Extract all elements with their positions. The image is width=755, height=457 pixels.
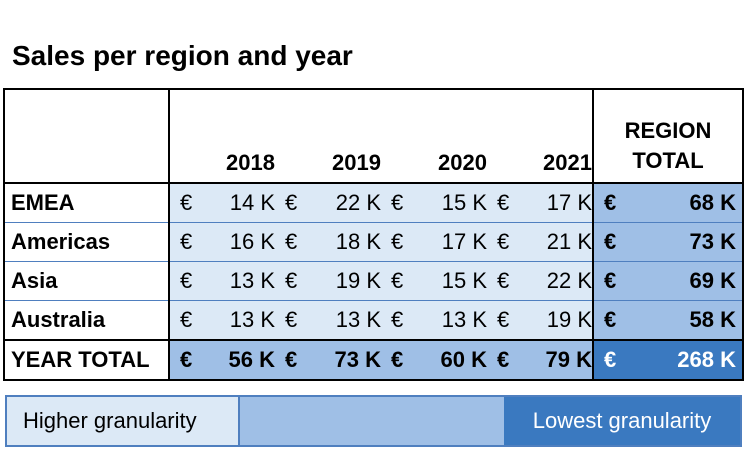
sales-value-cell: 17 K bbox=[519, 182, 593, 223]
sales-value-cell: 13 K bbox=[307, 300, 381, 340]
currency-symbol: € bbox=[592, 261, 625, 301]
header-row: 2018 2019 2020 2021 REGION TOTAL bbox=[5, 90, 743, 184]
grand-total-cell: 268 K bbox=[625, 339, 743, 379]
sales-value-cell: 13 K bbox=[201, 261, 275, 301]
currency-symbol: € bbox=[381, 222, 413, 262]
sales-value-cell: 19 K bbox=[307, 261, 381, 301]
region-label: Australia bbox=[5, 300, 170, 340]
region-total-cell: 58 K bbox=[625, 300, 743, 340]
year-total-cell: 73 K bbox=[307, 339, 381, 379]
sales-value-cell: 17 K bbox=[413, 222, 487, 262]
currency-symbol: € bbox=[275, 261, 307, 301]
currency-symbol: € bbox=[169, 222, 201, 262]
currency-symbol: € bbox=[381, 300, 413, 340]
year-header-spacer bbox=[381, 90, 413, 184]
region-total-cell: 73 K bbox=[625, 222, 743, 262]
region-total-header: REGION TOTAL bbox=[591, 90, 743, 184]
header-corner-cell bbox=[5, 90, 170, 184]
sales-value-cell: 18 K bbox=[307, 222, 381, 262]
sales-value-cell: 15 K bbox=[413, 182, 487, 223]
currency-symbol: € bbox=[275, 300, 307, 340]
region-label: EMEA bbox=[5, 182, 170, 223]
currency-symbol: € bbox=[487, 222, 519, 262]
legend-lowest-granularity: Lowest granularity bbox=[504, 397, 740, 445]
year-total-row: YEAR TOTAL €56 K €73 K €60 K €79 K €268 K bbox=[5, 339, 743, 379]
region-total-header-line: TOTAL bbox=[632, 148, 704, 173]
currency-symbol: € bbox=[487, 339, 519, 379]
currency-symbol: € bbox=[275, 339, 307, 379]
year-header-2020: 2020 bbox=[413, 90, 487, 184]
currency-symbol: € bbox=[169, 300, 201, 340]
currency-symbol: € bbox=[169, 182, 201, 223]
region-total-header-line: REGION bbox=[624, 118, 712, 143]
sales-value-cell: 21 K bbox=[519, 222, 593, 262]
region-total-cell: 68 K bbox=[625, 182, 743, 223]
region-total-cell: 69 K bbox=[625, 261, 743, 301]
table-row: Asia €13 K €19 K €15 K €22 K €69 K bbox=[5, 261, 743, 301]
region-label: Americas bbox=[5, 222, 170, 262]
year-total-label: YEAR TOTAL bbox=[5, 339, 170, 379]
currency-symbol: € bbox=[275, 182, 307, 223]
currency-symbol: € bbox=[169, 339, 201, 379]
year-total-cell: 60 K bbox=[413, 339, 487, 379]
sales-value-cell: 13 K bbox=[413, 300, 487, 340]
chart-title: Sales per region and year bbox=[12, 40, 353, 71]
sales-value-cell: 14 K bbox=[201, 182, 275, 223]
table-row: Americas €16 K €18 K €17 K €21 K €73 K bbox=[5, 222, 743, 262]
currency-symbol: € bbox=[381, 261, 413, 301]
currency-symbol: € bbox=[275, 222, 307, 262]
legend-higher-granularity: Higher granularity bbox=[7, 397, 240, 445]
sales-value-cell: 15 K bbox=[413, 261, 487, 301]
currency-symbol: € bbox=[169, 261, 201, 301]
currency-symbol: € bbox=[592, 339, 625, 379]
currency-symbol: € bbox=[381, 339, 413, 379]
year-header-spacer bbox=[275, 90, 307, 184]
currency-symbol: € bbox=[487, 182, 519, 223]
year-header-2018: 2018 bbox=[201, 90, 275, 184]
sales-value-cell: 16 K bbox=[201, 222, 275, 262]
legend-mid-granularity bbox=[240, 397, 504, 445]
year-header-spacer bbox=[169, 90, 201, 184]
granularity-legend: Higher granularity Lowest granularity bbox=[5, 395, 742, 447]
currency-symbol: € bbox=[592, 222, 625, 262]
sales-value-cell: 19 K bbox=[519, 300, 593, 340]
sales-value-cell: 13 K bbox=[201, 300, 275, 340]
table-row: EMEA €14 K €22 K €15 K €17 K €68 K bbox=[5, 182, 743, 223]
year-total-cell: 56 K bbox=[201, 339, 275, 379]
currency-symbol: € bbox=[592, 300, 625, 340]
year-header-2019: 2019 bbox=[307, 90, 381, 184]
sales-value-cell: 22 K bbox=[519, 261, 593, 301]
currency-symbol: € bbox=[487, 300, 519, 340]
region-label: Asia bbox=[5, 261, 170, 301]
currency-symbol: € bbox=[487, 261, 519, 301]
year-header-2021: 2021 bbox=[519, 90, 593, 184]
sales-value-cell: 22 K bbox=[307, 182, 381, 223]
currency-symbol: € bbox=[381, 182, 413, 223]
table-row: Australia €13 K €13 K €13 K €19 K €58 K bbox=[5, 300, 743, 340]
year-header-spacer bbox=[487, 90, 519, 184]
year-total-cell: 79 K bbox=[519, 339, 593, 379]
sales-table: 2018 2019 2020 2021 REGION TOTAL EMEA €14 K €22 … bbox=[2, 88, 745, 381]
currency-symbol: € bbox=[592, 182, 625, 223]
